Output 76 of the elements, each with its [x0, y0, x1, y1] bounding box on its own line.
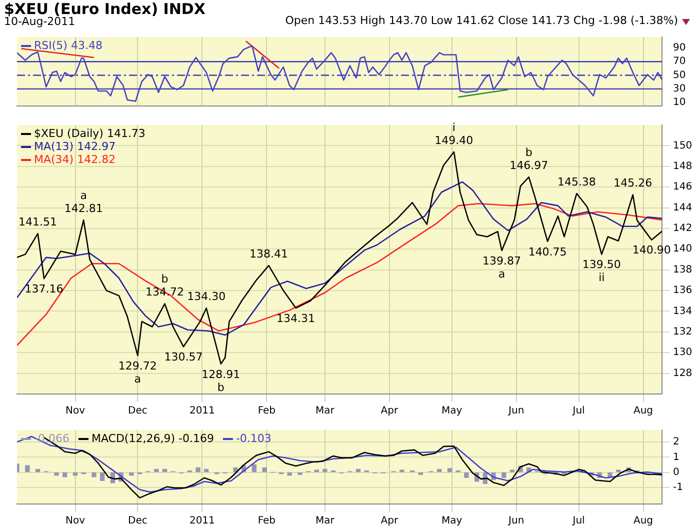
y-tick-label: 70	[673, 56, 686, 68]
annotation: 142.81	[64, 202, 103, 215]
x-tick-label: Aug	[634, 406, 654, 417]
x-tick-label: Jun	[508, 516, 524, 527]
annotation: 134.30	[187, 290, 226, 303]
x-tick-label: Jun	[508, 406, 524, 417]
annotation: b	[525, 146, 532, 159]
chart-title: $XEU (Euro Index) INDX	[4, 0, 206, 18]
y-tick-label: 138	[673, 264, 692, 276]
annotation: 145.38	[557, 175, 596, 188]
x-tick-label: Nov	[65, 406, 86, 417]
x-tick-label: Feb	[258, 516, 276, 527]
x-tick-label: Apr	[380, 406, 399, 417]
annotation: 130.57	[164, 350, 203, 364]
legend-label: MACD(12,26,9) -0.169	[91, 432, 214, 445]
annotation: 140.75	[528, 245, 567, 258]
legend-label: $XEU (Daily) 141.73	[34, 126, 146, 140]
legend-label: MA(13) 142.97	[34, 140, 116, 153]
annotation: i	[452, 120, 456, 134]
y-tick-label: 150	[673, 140, 692, 152]
x-tick-label: Mar	[316, 406, 336, 417]
x-tick-label: 2011	[189, 406, 215, 417]
annotation: 138.41	[250, 247, 288, 260]
x-tick-label: Jul	[572, 406, 585, 417]
annotation: 146.97	[510, 158, 548, 172]
x-tick-label: Dec	[128, 406, 148, 417]
chart-subtitle: 10-Aug-2011	[4, 15, 76, 28]
annotation: 139.87	[482, 254, 522, 268]
x-tick-label: 2011	[189, 516, 215, 527]
legend-label: -0.066	[34, 432, 70, 445]
annotation: 141.51	[18, 215, 58, 228]
annotation: 129.72	[118, 359, 157, 372]
annotation: 134.31	[276, 312, 316, 325]
y-tick-label: 144	[673, 202, 692, 214]
y-tick-label: 50	[673, 70, 686, 81]
annotation: a	[134, 372, 142, 386]
y-tick-label: 10	[673, 97, 686, 108]
x-tick-label: Aug	[634, 516, 654, 527]
x-tick-label: Feb	[258, 406, 276, 417]
y-tick-label: 140	[673, 244, 692, 255]
text: Open 143.53 High 143.70 Low 141.62 Close 141.73 Chg -1.98 (-1.38%)	[285, 14, 678, 27]
y-tick-label: 30	[673, 84, 686, 95]
y-tick-label: 128	[673, 368, 692, 379]
legend-label: RSI(5) 43.48	[34, 38, 102, 52]
annotation: 145.26	[614, 176, 652, 190]
annotation: b	[161, 272, 168, 286]
y-tick-label: 1	[673, 452, 680, 463]
y-tick-label: 134	[673, 306, 692, 317]
annotation: a	[498, 267, 506, 280]
annotation: 128.91	[202, 368, 240, 381]
legend-label: -0.103	[236, 432, 272, 445]
y-tick-label: 136	[673, 285, 692, 296]
y-tick-label: 2	[673, 436, 680, 448]
y-tick-label: 132	[673, 326, 692, 338]
x-tick-label: May	[442, 516, 462, 527]
x-tick-label: Mar	[316, 516, 336, 527]
legend-label: MA(34) 142.82	[34, 152, 116, 166]
annotation: 140.90	[632, 244, 671, 257]
x-tick-label: Dec	[128, 516, 148, 527]
x-tick-label: Nov	[65, 516, 86, 527]
annotation: 137.16	[24, 282, 64, 296]
x-tick-label: May	[442, 406, 462, 417]
annotation: b	[217, 380, 224, 394]
y-tick-label: 130	[673, 347, 692, 358]
annotation: ii	[598, 271, 605, 284]
x-tick-label: Apr	[380, 516, 399, 527]
y-tick-label: 146	[673, 182, 692, 193]
annotation: 139.50	[582, 258, 621, 272]
annotation: 149.40	[434, 134, 474, 147]
y-tick-label: -1	[673, 482, 683, 493]
y-tick-label: 148	[673, 160, 692, 172]
y-tick-label: 0	[673, 466, 680, 478]
y-tick-label: 142	[673, 223, 692, 234]
y-tick-label: 90	[673, 42, 686, 54]
annotation: a	[80, 188, 87, 202]
x-tick-label: Jul	[572, 516, 585, 527]
